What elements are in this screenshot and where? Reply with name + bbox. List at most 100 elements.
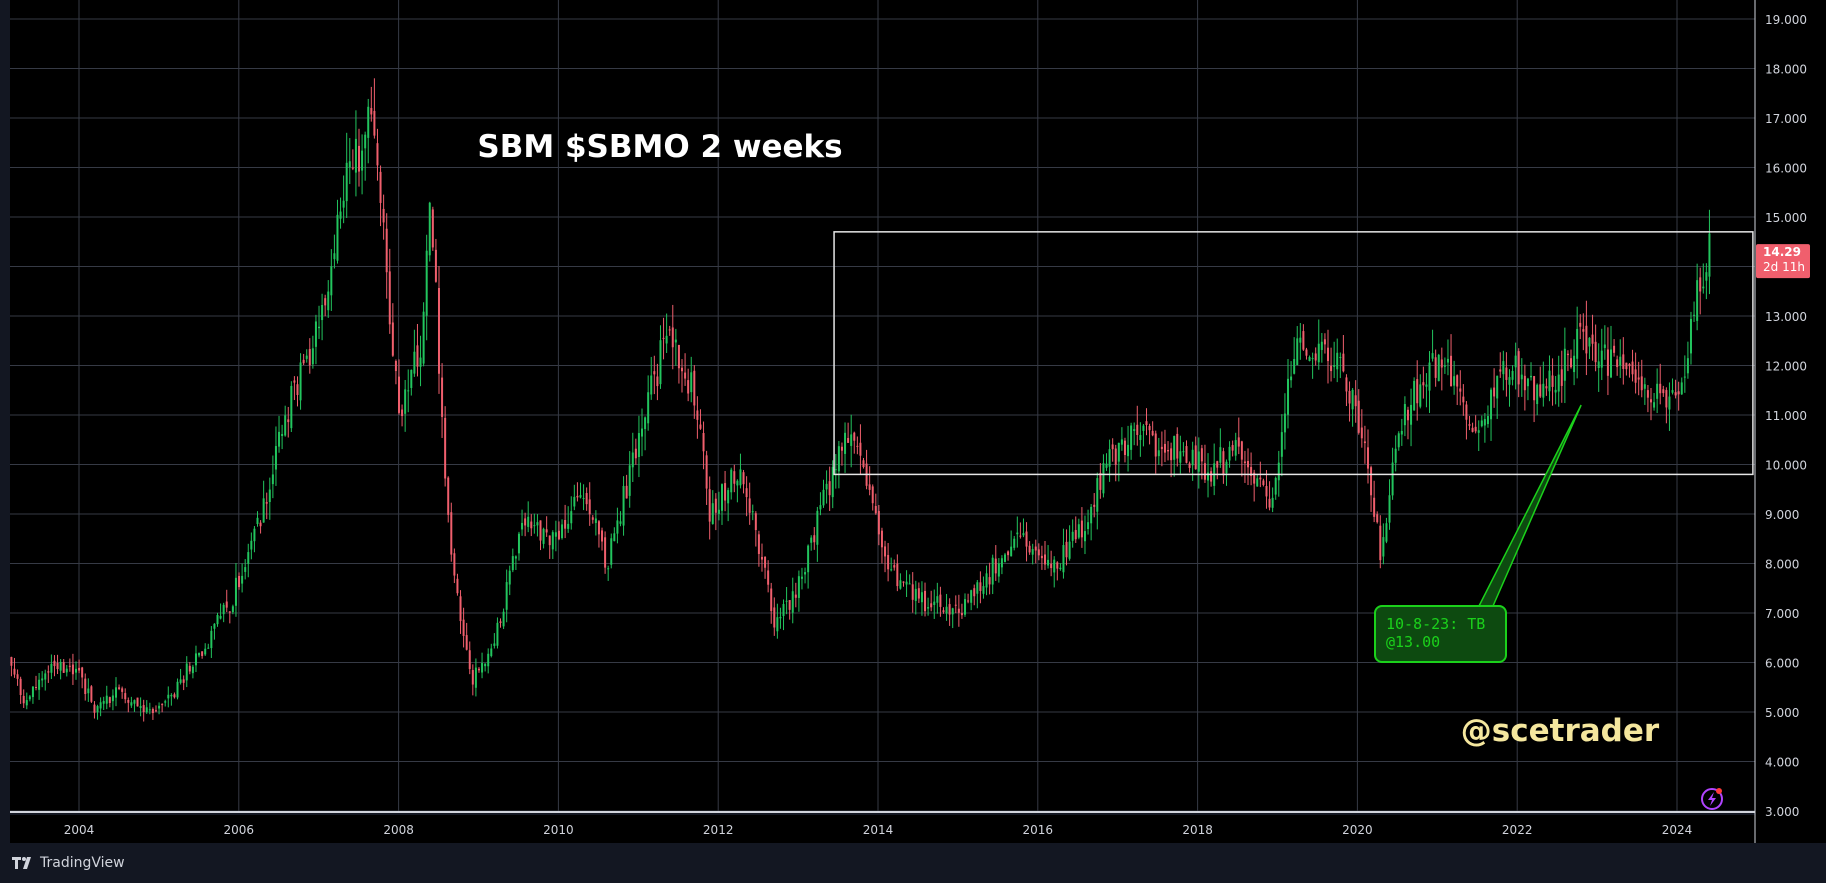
candle: [933, 589, 936, 619]
y-tick-label: 11.000: [1765, 409, 1807, 423]
candle: [1373, 480, 1376, 523]
candle: [554, 520, 557, 552]
candle-body: [158, 705, 161, 709]
candle-body: [767, 570, 770, 585]
candle: [1148, 423, 1151, 445]
candle-body: [358, 145, 361, 172]
candle: [911, 572, 914, 613]
candle: [293, 376, 296, 401]
candle-body: [1157, 450, 1160, 457]
candle: [453, 548, 456, 584]
y-tick-label: 15.000: [1765, 211, 1807, 225]
candle-body: [191, 666, 194, 674]
candle: [1437, 353, 1440, 382]
candle: [1582, 313, 1585, 351]
candle-body: [717, 509, 720, 514]
candle: [28, 694, 31, 702]
candle: [837, 440, 840, 489]
candle: [1360, 409, 1363, 448]
candle-body: [905, 581, 908, 585]
candle-body: [22, 695, 25, 704]
tradingview-brand[interactable]: TradingView: [12, 855, 125, 871]
candle: [105, 685, 108, 710]
candle: [437, 266, 440, 394]
candle-body: [1302, 331, 1305, 350]
candle-body: [1108, 449, 1111, 467]
candle-body: [960, 613, 963, 616]
candle-body: [198, 652, 201, 656]
candle-body: [696, 410, 699, 420]
candle-body: [1185, 446, 1188, 463]
candle: [468, 641, 471, 675]
candle-body: [1311, 358, 1314, 360]
candle: [1342, 334, 1345, 373]
candle-body: [268, 489, 271, 503]
candle-body: [1450, 355, 1453, 387]
candle-body: [807, 545, 810, 573]
candle: [508, 565, 511, 596]
candle: [56, 654, 59, 675]
candle: [681, 359, 684, 393]
candle-body: [207, 647, 210, 649]
candle-body: [308, 349, 311, 366]
candle-body: [1693, 314, 1696, 316]
candle-body: [1096, 478, 1099, 512]
candle-body: [1511, 371, 1514, 380]
candle-body: [1465, 404, 1468, 420]
candle-body: [342, 200, 345, 208]
candle: [228, 611, 231, 624]
y-tick-label: 18.000: [1765, 63, 1807, 77]
candle-body: [1360, 427, 1363, 439]
candle-body: [1502, 361, 1505, 375]
candle-body: [161, 704, 164, 706]
candle: [739, 453, 742, 489]
price-axis-panel: [1755, 0, 1826, 843]
candle-body: [930, 603, 933, 608]
lightning-icon[interactable]: [1701, 788, 1723, 810]
candle: [1597, 343, 1600, 392]
candle: [773, 597, 776, 636]
candle: [1625, 362, 1628, 376]
candle-body: [997, 563, 1000, 577]
candle: [1182, 442, 1185, 457]
candle: [1210, 467, 1213, 487]
candle-body: [1087, 522, 1090, 530]
candle: [231, 604, 234, 615]
candle-body: [641, 428, 644, 437]
candle: [1471, 422, 1474, 433]
candle-body: [1287, 378, 1290, 415]
candle-body: [65, 668, 68, 673]
candle-body: [391, 322, 394, 356]
candle-body: [450, 512, 453, 555]
candle: [770, 582, 773, 624]
candle: [185, 656, 188, 688]
candle-body: [757, 534, 760, 554]
candle: [75, 661, 78, 680]
candle: [1293, 337, 1296, 375]
candle: [914, 580, 917, 615]
candle-body: [1699, 277, 1702, 292]
candle-body: [551, 532, 554, 550]
candle: [794, 582, 797, 608]
candle: [487, 648, 490, 674]
candle-body: [102, 701, 105, 704]
candle: [1228, 441, 1231, 468]
candle: [41, 671, 44, 688]
candle-body: [84, 678, 87, 695]
candle: [256, 511, 259, 527]
candle-body: [244, 567, 247, 572]
candle-body: [1434, 357, 1437, 378]
candle-body: [1163, 443, 1166, 453]
candle: [308, 338, 311, 374]
candle-body: [44, 673, 47, 680]
candle-body: [677, 344, 680, 369]
candle: [1370, 465, 1373, 512]
candle: [1425, 373, 1428, 408]
candle: [902, 581, 905, 587]
candle: [1637, 361, 1640, 396]
candle-body: [302, 359, 305, 364]
candle-body: [837, 446, 840, 472]
candle: [1459, 370, 1462, 406]
candle-body: [1262, 480, 1265, 485]
candle: [1354, 380, 1357, 423]
